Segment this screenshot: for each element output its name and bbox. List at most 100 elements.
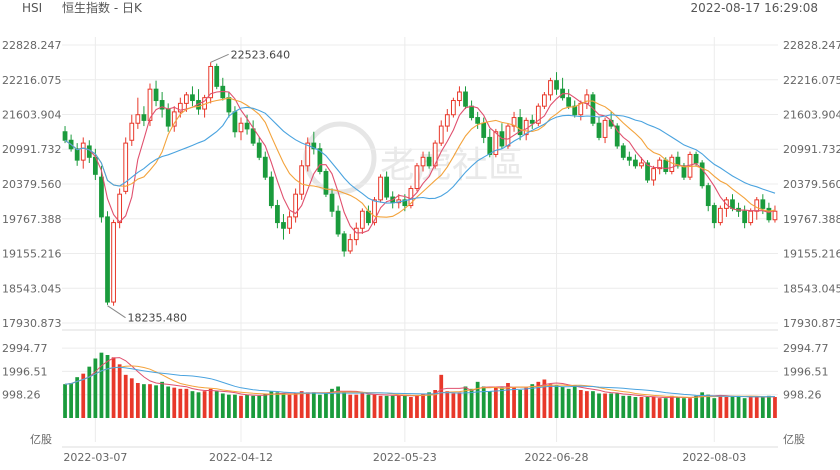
volume-bar bbox=[390, 395, 395, 418]
price-tick-label-left: 22216.075 bbox=[2, 74, 62, 87]
candle-body bbox=[159, 100, 165, 110]
candle-body bbox=[184, 94, 189, 104]
volume-bar bbox=[572, 385, 577, 418]
volume-bar bbox=[578, 390, 583, 418]
candle-body bbox=[450, 100, 456, 116]
volume-bar bbox=[129, 378, 134, 418]
volume-bar bbox=[597, 393, 601, 418]
candle-body bbox=[772, 210, 778, 221]
volume-bar bbox=[402, 395, 407, 418]
volume-bar bbox=[318, 394, 322, 418]
volume-bar bbox=[530, 384, 535, 418]
volume-bar bbox=[651, 397, 656, 418]
volume-bar bbox=[566, 388, 571, 418]
annotation-leader bbox=[107, 305, 126, 319]
volume-tick-label-right: 998.26 bbox=[783, 389, 822, 402]
volume-bar bbox=[348, 394, 353, 418]
candle-body bbox=[153, 88, 159, 102]
candle-body bbox=[123, 142, 129, 192]
candle-body bbox=[244, 122, 250, 130]
volume-bar bbox=[500, 387, 504, 418]
candle-body bbox=[299, 165, 305, 195]
candle-body bbox=[766, 207, 772, 221]
candle-body bbox=[633, 159, 638, 167]
candle-body bbox=[663, 159, 669, 172]
volume-bar bbox=[105, 355, 110, 418]
volume-bar bbox=[688, 398, 692, 418]
volume-bar bbox=[342, 392, 347, 418]
candle-body bbox=[250, 128, 256, 144]
candle-body bbox=[493, 131, 499, 155]
volume-bar bbox=[767, 395, 771, 418]
candle-body bbox=[469, 105, 474, 119]
volume-bar bbox=[324, 393, 328, 418]
candle-body bbox=[275, 205, 280, 224]
volume-bar bbox=[645, 397, 650, 418]
price-tick-label-left: 18543.045 bbox=[2, 282, 62, 295]
price-tick-label-left: 22828.247 bbox=[2, 39, 62, 52]
candle-body bbox=[578, 102, 584, 116]
volume-bar bbox=[700, 392, 705, 418]
volume-bar bbox=[536, 381, 541, 418]
volume-bar bbox=[451, 393, 456, 418]
candle-body bbox=[214, 65, 220, 87]
candle-body bbox=[171, 111, 177, 127]
candle-body bbox=[426, 156, 432, 167]
candle-body bbox=[542, 94, 547, 107]
price-tick-label-left: 20991.732 bbox=[2, 143, 62, 156]
candle-body bbox=[602, 119, 608, 138]
volume-bar bbox=[469, 388, 474, 418]
candle-body bbox=[141, 114, 147, 121]
candle-body bbox=[226, 97, 232, 113]
volume-bar bbox=[208, 388, 213, 418]
candle-body bbox=[596, 122, 602, 138]
candle-body bbox=[323, 170, 329, 195]
volume-bar bbox=[669, 395, 674, 418]
candle-body bbox=[256, 142, 262, 158]
volume-bar bbox=[190, 391, 195, 418]
volume-bar bbox=[384, 395, 389, 418]
volume-bar bbox=[202, 391, 207, 418]
volume-bar bbox=[263, 393, 268, 418]
volume-bar bbox=[135, 383, 140, 418]
volume-bar bbox=[718, 395, 723, 418]
price-tick-label-left: 21603.904 bbox=[2, 108, 62, 121]
volume-bar bbox=[724, 397, 729, 418]
candle-body bbox=[487, 136, 493, 155]
candle-body bbox=[639, 162, 644, 167]
volume-bar bbox=[433, 390, 438, 418]
candle-body bbox=[705, 185, 711, 207]
candle-body bbox=[681, 165, 687, 178]
candle-body bbox=[62, 131, 68, 141]
candle-body bbox=[511, 117, 517, 127]
date-tick-label: 2022-04-12 bbox=[209, 451, 273, 464]
candle-body bbox=[190, 94, 195, 102]
volume-bar bbox=[415, 395, 419, 418]
candle-body bbox=[414, 165, 420, 190]
volume-bar bbox=[584, 391, 589, 418]
candle-body bbox=[626, 156, 632, 161]
volume-bar bbox=[627, 395, 632, 418]
candle-body bbox=[99, 176, 104, 218]
candle-body bbox=[402, 199, 408, 207]
volume-bar bbox=[754, 397, 759, 418]
candle-body bbox=[105, 216, 110, 303]
price-ma5-line bbox=[64, 90, 776, 234]
candle-body bbox=[457, 91, 462, 102]
volume-bar bbox=[760, 397, 765, 418]
volume-bar bbox=[736, 395, 741, 418]
volume-bar bbox=[712, 398, 717, 418]
candle-body bbox=[529, 119, 535, 124]
volume-bar bbox=[305, 392, 310, 418]
candle-body bbox=[475, 117, 481, 124]
price-tick-label-right: 22216.075 bbox=[783, 74, 840, 87]
volume-bar bbox=[548, 384, 553, 418]
candle-body bbox=[378, 176, 383, 201]
volume-bar bbox=[293, 393, 298, 418]
volume-bar bbox=[409, 397, 413, 418]
volume-bar bbox=[524, 387, 529, 418]
volume-bar bbox=[166, 386, 171, 418]
volume-bar bbox=[154, 385, 158, 418]
volume-ma10-line bbox=[64, 365, 776, 398]
